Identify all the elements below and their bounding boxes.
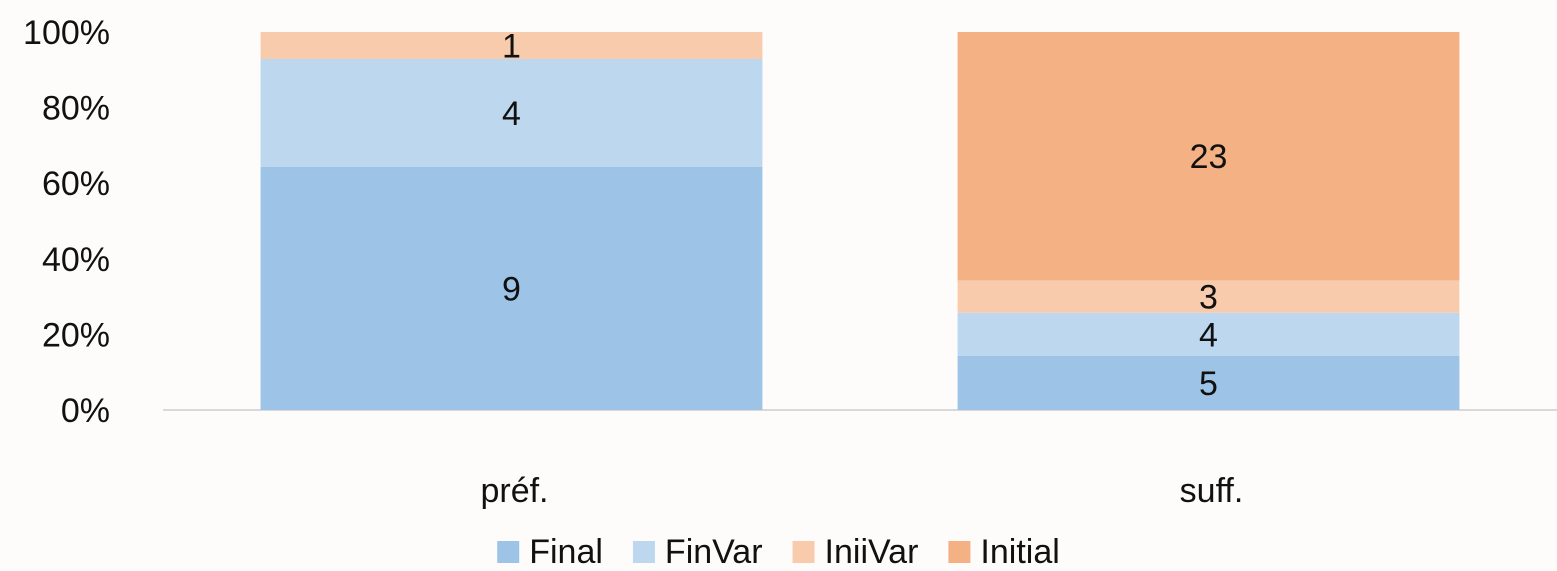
- y-tick-label: 20%: [42, 316, 110, 354]
- bar-segment: [957, 356, 1460, 410]
- x-tick-label: préf.: [480, 472, 548, 510]
- bar-segment: [957, 32, 1460, 281]
- bar-segment: [957, 280, 1460, 313]
- legend-item: Initial: [948, 533, 1060, 571]
- y-tick-label: 80%: [42, 90, 110, 128]
- bar-segment: [260, 167, 763, 410]
- data-label: 23: [1190, 138, 1228, 176]
- y-tick-label: 100%: [23, 14, 110, 52]
- bar-segment: [260, 59, 763, 167]
- data-label: 4: [1199, 316, 1218, 354]
- legend-label: IniiVar: [825, 533, 919, 571]
- legend-swatch: [948, 541, 971, 563]
- bar-segment: [957, 312, 1460, 356]
- data-label: 1: [502, 27, 521, 65]
- legend-swatch: [792, 541, 815, 563]
- data-label: 3: [1199, 279, 1218, 317]
- bar-segment: [260, 32, 763, 59]
- legend-label: Final: [529, 533, 603, 571]
- legend-item: Final: [497, 533, 603, 571]
- legend-label: FinVar: [665, 533, 763, 571]
- legend-label: Initial: [980, 533, 1059, 571]
- y-tick-label: 40%: [42, 241, 110, 279]
- legend-swatch: [632, 541, 655, 563]
- legend-item: IniiVar: [792, 533, 919, 571]
- data-label: 5: [1199, 365, 1218, 403]
- y-tick-label: 0%: [61, 392, 110, 430]
- x-tick-label: suff.: [1180, 472, 1244, 510]
- legend-item: FinVar: [632, 533, 763, 571]
- data-label: 9: [502, 270, 521, 308]
- data-label: 4: [502, 95, 521, 133]
- y-tick-label: 60%: [42, 165, 110, 203]
- legend-swatch: [497, 541, 520, 563]
